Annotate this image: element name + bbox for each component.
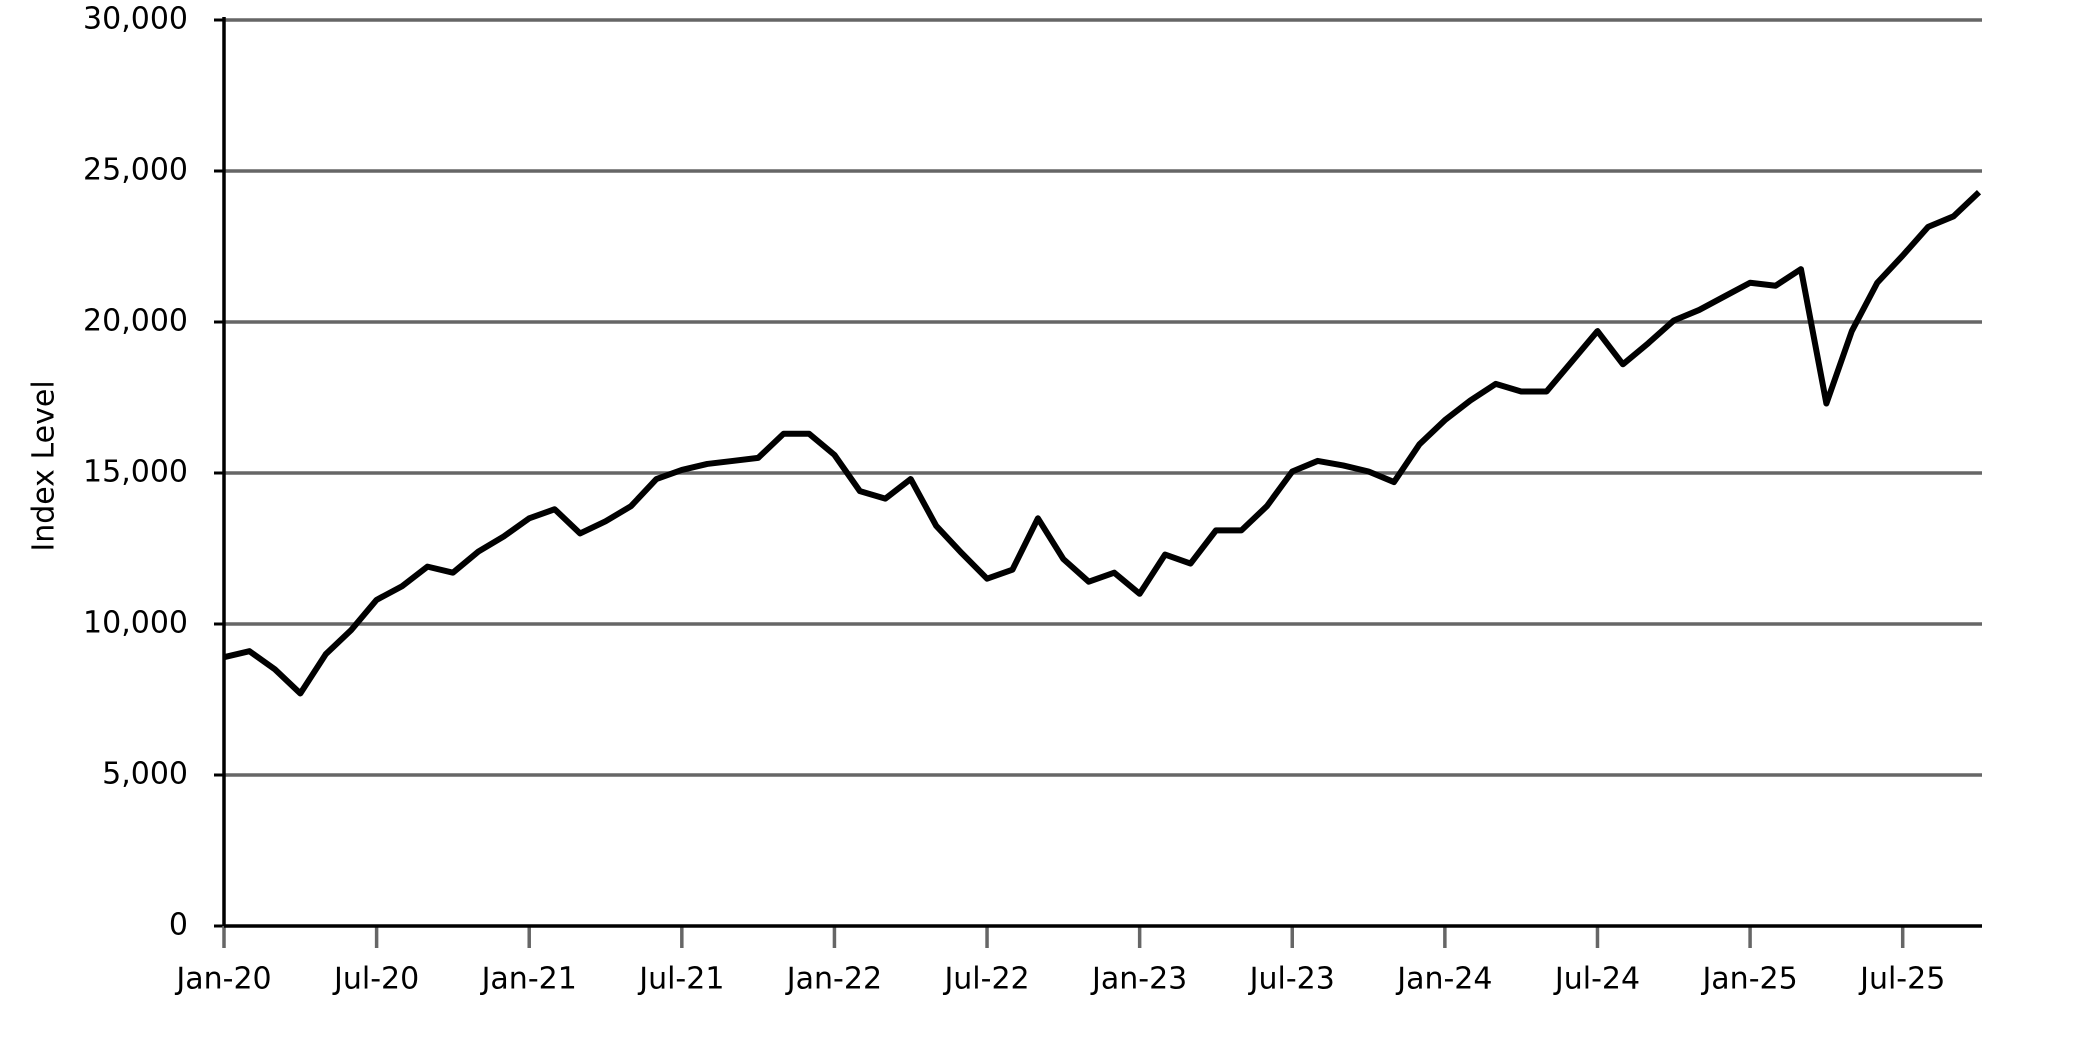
data-line <box>223 189 1982 697</box>
x-tick-label: Jul-23 <box>1248 962 1335 997</box>
y-tick-label: 0 <box>169 908 188 943</box>
x-tick-label: Jan-25 <box>1700 962 1797 997</box>
x-tick-label: Jan-23 <box>1090 962 1187 997</box>
y-axis-label: Index Level <box>27 380 62 551</box>
y-tick-label: 10,000 <box>83 606 188 641</box>
x-tick-label: Jul-24 <box>1553 962 1640 997</box>
y-tick-label: 20,000 <box>83 304 188 339</box>
x-tick-label: Jan-24 <box>1395 962 1492 997</box>
y-tick-label: 5,000 <box>102 757 188 792</box>
x-tick-label: Jul-20 <box>332 962 419 997</box>
x-tick-label: Jul-25 <box>1858 962 1945 997</box>
y-tick-label: 15,000 <box>83 455 188 490</box>
y-tick-label: 25,000 <box>83 153 188 188</box>
y-tick-label: 30,000 <box>83 2 188 37</box>
x-tick-label: Jan-21 <box>480 962 577 997</box>
x-tick-label: Jul-21 <box>637 962 724 997</box>
x-tick-label: Jul-22 <box>942 962 1029 997</box>
x-tick-label: Jan-20 <box>174 962 271 997</box>
x-tick-label: Jan-22 <box>785 962 882 997</box>
